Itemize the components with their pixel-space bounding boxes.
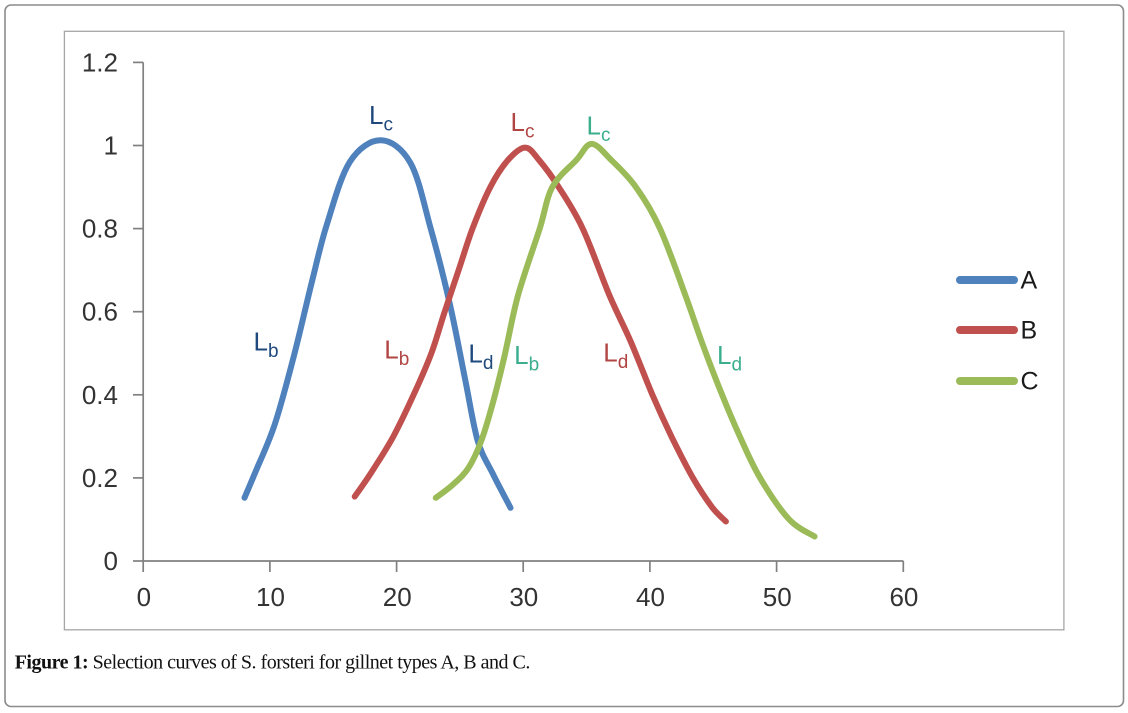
- svg-text:0.4: 0.4: [82, 380, 118, 410]
- svg-text:1.2: 1.2: [82, 47, 118, 77]
- svg-text:0.6: 0.6: [82, 297, 118, 327]
- svg-text:B: B: [1021, 317, 1038, 345]
- svg-text:Figure 1: Selection curves of: Figure 1: Selection curves of S. forster…: [15, 652, 530, 674]
- svg-text:1: 1: [104, 131, 118, 161]
- svg-text:A: A: [1021, 267, 1038, 295]
- svg-text:0.8: 0.8: [82, 214, 118, 244]
- svg-text:50: 50: [763, 582, 792, 612]
- svg-text:Ld: Ld: [468, 338, 493, 374]
- svg-text:0: 0: [104, 546, 118, 576]
- svg-text:0: 0: [137, 582, 151, 612]
- svg-text:30: 30: [509, 582, 538, 612]
- svg-text:10: 10: [256, 582, 285, 612]
- svg-text:C: C: [1021, 368, 1039, 396]
- svg-text:40: 40: [636, 582, 665, 612]
- svg-text:60: 60: [889, 582, 918, 612]
- svg-text:0.2: 0.2: [82, 463, 118, 493]
- svg-text:20: 20: [383, 582, 412, 612]
